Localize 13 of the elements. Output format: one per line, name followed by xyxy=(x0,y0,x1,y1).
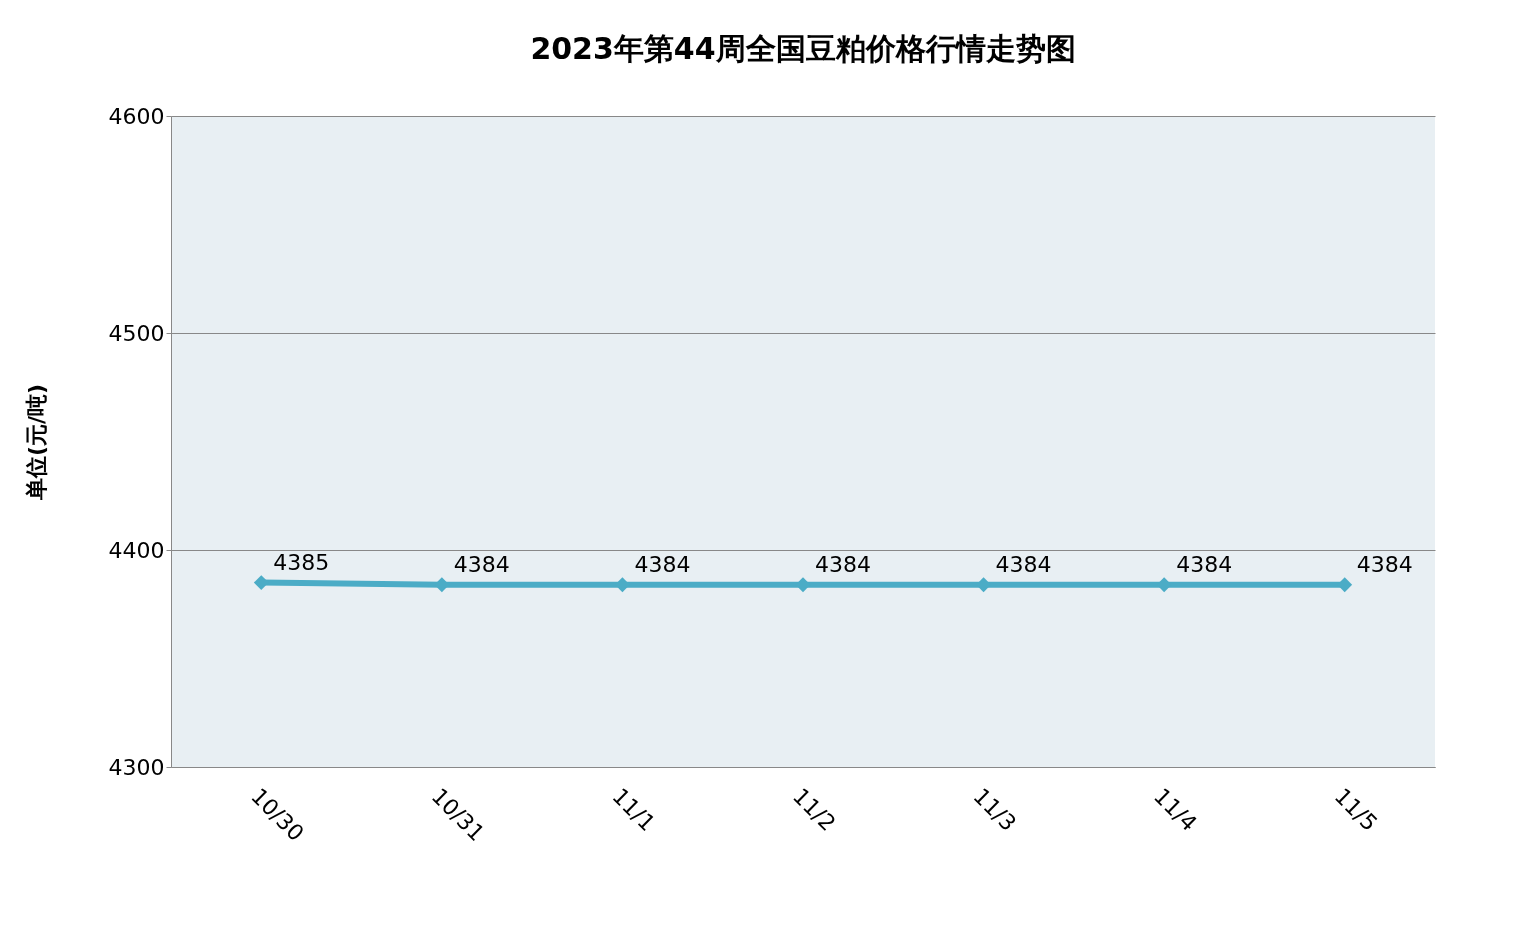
data-label: 4384 xyxy=(995,551,1052,577)
y-tick-label: 4600 xyxy=(108,103,165,129)
data-label: 4384 xyxy=(1356,551,1413,577)
data-label: 4384 xyxy=(815,551,871,577)
data-label: 4384 xyxy=(453,551,510,577)
y-tick-label: 4500 xyxy=(108,320,165,346)
y-axis-title: 单位(元/吨) xyxy=(23,383,49,502)
y-tick-label: 4300 xyxy=(108,754,165,780)
chart-title: 2023年第44周全国豆粕价格行情走势图 xyxy=(530,31,1076,66)
data-label: 4385 xyxy=(273,549,330,575)
y-tick-label: 4400 xyxy=(108,537,165,563)
data-label: 4384 xyxy=(634,551,691,577)
data-label: 4384 xyxy=(1176,551,1233,577)
